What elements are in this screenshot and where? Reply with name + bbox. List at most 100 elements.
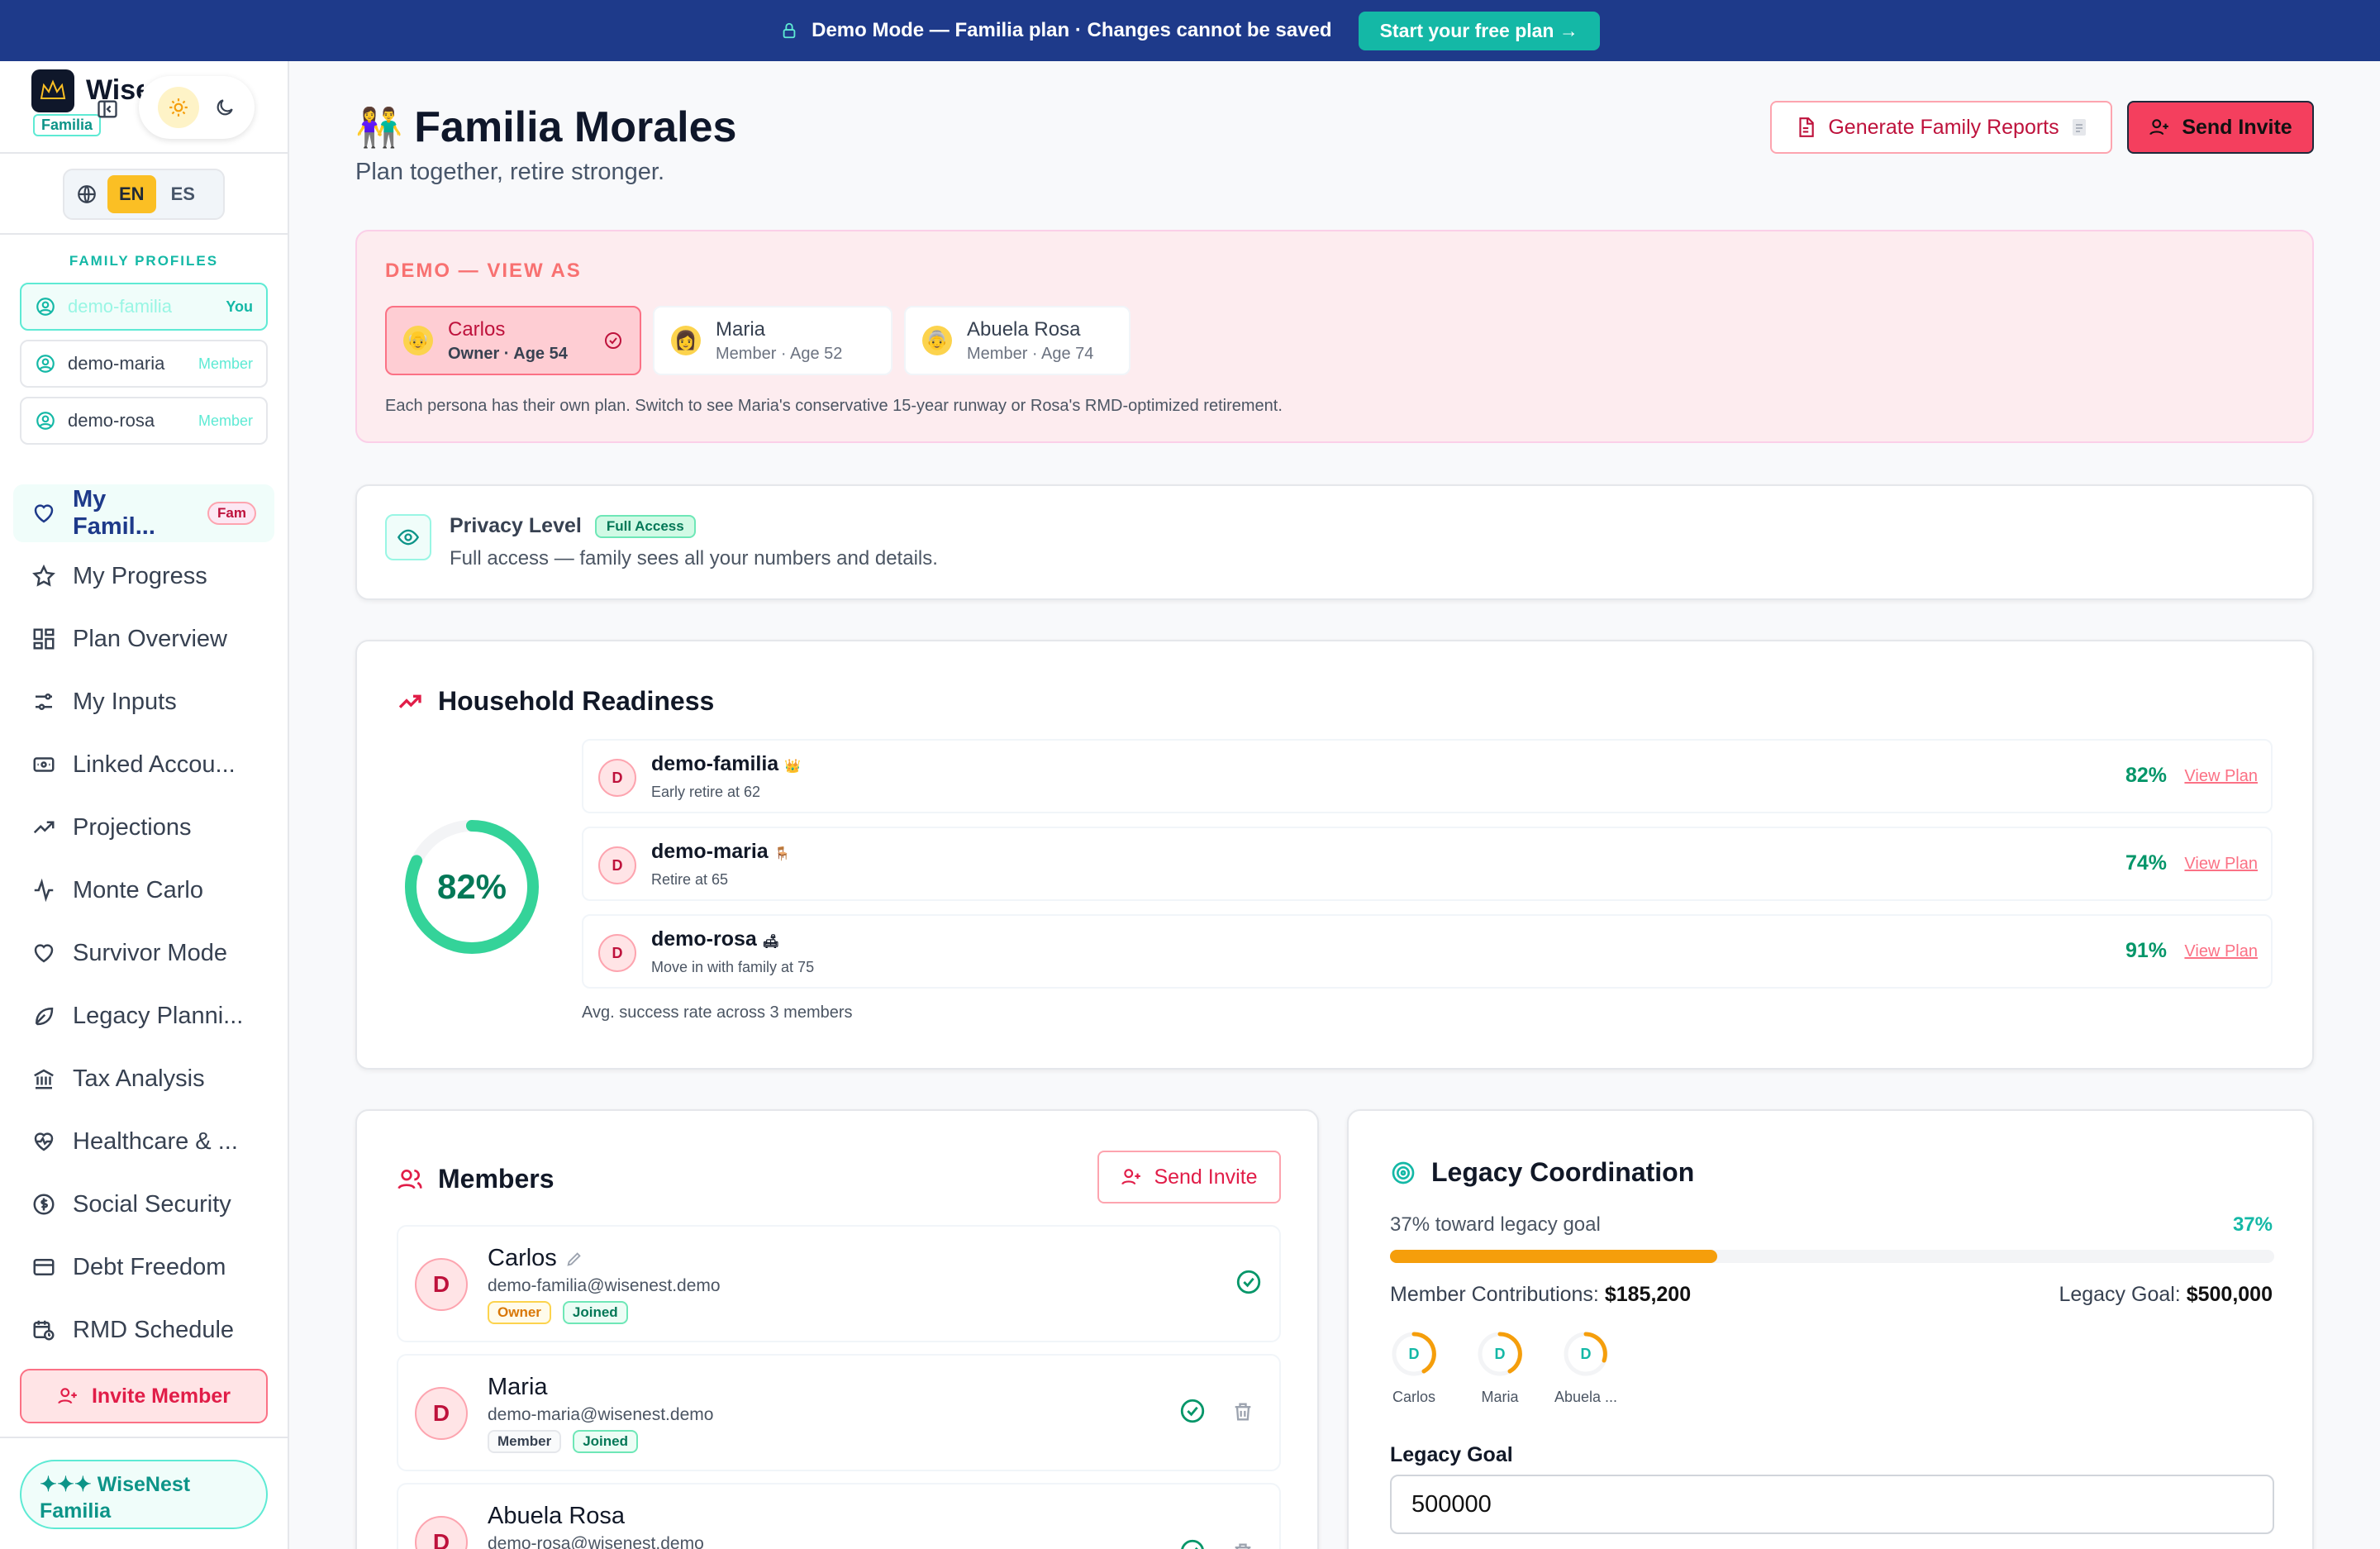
wisenest-familia-chip[interactable]: ✦✦✦ WiseNest Familia (20, 1460, 268, 1529)
legacy-progress-percent: 37% (2232, 1213, 2273, 1236)
contributor-carlos: D Carlos (1377, 1329, 1451, 1406)
member-name: Maria (488, 1374, 548, 1401)
theme-toggle[interactable] (139, 76, 255, 139)
demo-banner: Demo Mode — Familia plan · Changes canno… (0, 0, 2380, 61)
profile-demo-maria[interactable]: demo-maria Member (20, 340, 268, 388)
member-tags: Member Joined (488, 1430, 638, 1453)
page-icon (2072, 119, 2086, 136)
nav-healthcare[interactable]: Healthcare & ... (13, 1113, 274, 1170)
nav-label: Projections (73, 813, 192, 841)
nav-tax-analysis[interactable]: Tax Analysis (13, 1050, 274, 1108)
crown-icon (40, 79, 66, 99)
readiness-row: D demo-rosa 🛋 Move in with family at 75 … (582, 914, 2273, 989)
crown-emoji-icon: 👑 (784, 760, 802, 774)
sun-icon[interactable] (158, 87, 199, 128)
family-emoji-icon: 👫 (355, 105, 403, 149)
nav-my-family[interactable]: My Famil... Fam (13, 484, 274, 542)
member-success-rate: 74% (2125, 851, 2167, 875)
legacy-progress-label: 37% toward legacy goal (1390, 1213, 1601, 1236)
moon-icon[interactable] (214, 97, 236, 118)
nav-label: Legacy Planni... (73, 1002, 244, 1029)
legacy-goal-input[interactable] (1390, 1475, 2274, 1534)
legacy-progress-fill (1390, 1250, 1717, 1263)
user-plus-icon (2149, 119, 2169, 136)
household-readiness-card: Household Readiness 82% D demo-familia 👑… (355, 640, 2314, 1070)
member-name-text: Abuela Rosa (488, 1503, 626, 1529)
legacy-goal-summary: Legacy Goal: $500,000 (2059, 1283, 2273, 1306)
profile-name: demo-maria (68, 353, 165, 374)
trash-icon[interactable] (1231, 1400, 1254, 1423)
legacy-title-text: Legacy Coordination (1431, 1157, 1695, 1187)
view-plan-link[interactable]: View Plan (2184, 942, 2258, 960)
pulse-icon (34, 878, 54, 903)
generate-reports-label: Generate Family Reports (1828, 115, 2059, 139)
start-free-plan-button[interactable]: Start your free plan → (1358, 11, 1600, 50)
contrib-value: $185,200 (1604, 1283, 1692, 1306)
trash-icon[interactable] (1231, 1541, 1254, 1549)
legacy-progress-bar (1390, 1250, 2274, 1263)
nav-survivor-mode[interactable]: Survivor Mode (13, 924, 274, 982)
pencil-icon[interactable] (565, 1250, 583, 1268)
lang-en-button[interactable]: EN (107, 175, 156, 213)
nav-label: Survivor Mode (73, 939, 227, 966)
sidebar: WiseNest Familia EN ES FAMILY PROFILES d… (0, 61, 289, 1549)
members-send-invite-button[interactable]: Send Invite (1097, 1151, 1281, 1203)
contributor-name: Maria (1481, 1389, 1519, 1405)
wisenest-logo[interactable] (31, 69, 74, 112)
language-switcher: EN ES (63, 169, 225, 220)
nav-rmd-schedule[interactable]: RMD Schedule (13, 1301, 274, 1359)
profile-demo-familia[interactable]: demo-familia You (20, 283, 268, 331)
nav-legacy-planning[interactable]: Legacy Planni... (13, 987, 274, 1045)
check-circle-icon (605, 332, 621, 349)
goal-value: $500,000 (2186, 1283, 2273, 1306)
nav-label: My Inputs (73, 688, 177, 715)
user-circle-icon (36, 355, 55, 373)
generate-reports-button[interactable]: Generate Family Reports (1770, 101, 2112, 154)
member-plan-desc: Move in with family at 75 (651, 959, 815, 975)
member-contributions: Member Contributions: $185,200 (1390, 1283, 1692, 1306)
legacy-coordination-card: Legacy Coordination 37% toward legacy go… (1347, 1109, 2314, 1549)
check-circle-icon (1180, 1399, 1205, 1423)
nav-social-security[interactable]: Social Security (13, 1175, 274, 1233)
nav-my-inputs[interactable]: My Inputs (13, 673, 274, 731)
chair-emoji-icon: 🪑 (774, 847, 791, 861)
contributor-name: Abuela ... (1554, 1389, 1618, 1405)
nav-debt-freedom[interactable]: Debt Freedom (13, 1238, 274, 1296)
profile-tag: You (226, 298, 253, 315)
persona-name: Carlos (448, 317, 506, 341)
sidebar-divider (0, 1437, 288, 1438)
persona-maria[interactable]: 👩 Maria Member · Age 52 (653, 306, 892, 375)
members-card: Members Send Invite D Carlos demo-famili… (355, 1109, 1319, 1549)
nav-my-progress[interactable]: My Progress (13, 547, 274, 605)
view-plan-link[interactable]: View Plan (2184, 855, 2258, 873)
persona-abuela-rosa[interactable]: 👵 Abuela Rosa Member · Age 74 (904, 306, 1130, 375)
readiness-row: D demo-maria 🪑 Retire at 65 74% View Pla… (582, 827, 2273, 901)
contributor-abuela: D Abuela ... (1549, 1329, 1623, 1406)
nav-monte-carlo[interactable]: Monte Carlo (13, 861, 274, 919)
legacy-title: Legacy Coordination (1390, 1157, 1694, 1188)
nav-badge: Fam (207, 502, 256, 525)
collapse-sidebar-icon[interactable] (96, 98, 119, 121)
member-name: demo-rosa 🛋 (651, 927, 780, 951)
contributor-initial: D (1408, 1345, 1420, 1362)
legacy-goal-field-label: Legacy Goal (1390, 1443, 1513, 1466)
check-circle-icon (1236, 1270, 1261, 1294)
member-success-rate: 82% (2125, 764, 2167, 787)
users-icon (397, 1169, 422, 1189)
profile-demo-rosa[interactable]: demo-rosa Member (20, 397, 268, 445)
bank-card-icon (33, 757, 55, 772)
nav-plan-overview[interactable]: Plan Overview (13, 610, 274, 668)
persona-carlos[interactable]: 👴 Carlos Owner · Age 54 (385, 306, 641, 375)
member-row: D Maria demo-maria@wisenest.demo Member … (397, 1354, 1281, 1471)
member-email: demo-familia@wisenest.demo (488, 1276, 721, 1295)
invite-member-button[interactable]: Invite Member (20, 1369, 268, 1423)
nav-linked-accounts[interactable]: Linked Accou... (13, 736, 274, 794)
sidebar-header: WiseNest Familia (0, 61, 288, 154)
view-plan-link[interactable]: View Plan (2184, 767, 2258, 785)
trend-up-icon (33, 821, 55, 834)
demo-title: DEMO — VIEW AS (385, 260, 582, 282)
nav-projections[interactable]: Projections (13, 798, 274, 856)
send-invite-button[interactable]: Send Invite (2127, 101, 2314, 154)
member-name: Abuela Rosa (488, 1503, 625, 1530)
lang-es-button[interactable]: ES (170, 183, 195, 204)
